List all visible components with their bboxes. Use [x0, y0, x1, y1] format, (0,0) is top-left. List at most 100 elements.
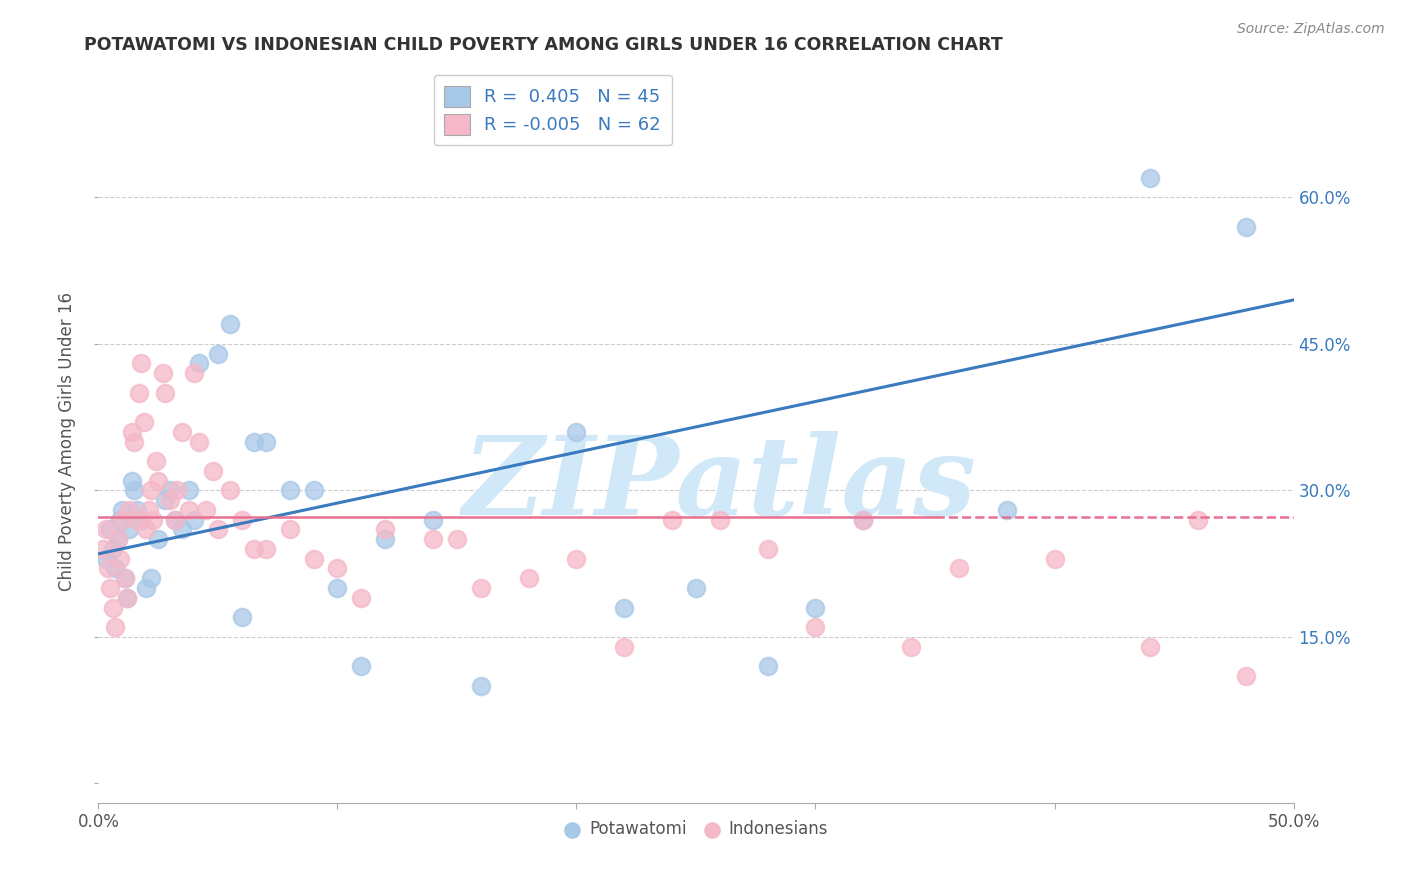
Point — [517, 571, 540, 585]
Point — [756, 659, 779, 673]
Point — [661, 513, 683, 527]
Point — [132, 415, 155, 429]
Point — [470, 581, 492, 595]
Point — [1043, 551, 1066, 566]
Point — [166, 483, 188, 498]
Point — [128, 385, 150, 400]
Point — [98, 581, 122, 595]
Point — [101, 541, 124, 556]
Point — [139, 571, 162, 585]
Point — [422, 513, 444, 527]
Point — [231, 610, 253, 624]
Point — [183, 366, 205, 380]
Point — [565, 551, 588, 566]
Point — [709, 513, 731, 527]
Point — [278, 523, 301, 537]
Point — [995, 503, 1018, 517]
Point — [195, 503, 218, 517]
Point — [124, 434, 146, 449]
Point — [179, 503, 201, 517]
Point — [121, 474, 143, 488]
Point — [115, 591, 138, 605]
Point — [1234, 669, 1257, 683]
Point — [104, 620, 127, 634]
Point — [900, 640, 922, 654]
Point — [121, 425, 143, 439]
Point — [159, 483, 181, 498]
Text: Source: ZipAtlas.com: Source: ZipAtlas.com — [1237, 22, 1385, 37]
Point — [152, 366, 174, 380]
Point — [91, 541, 114, 556]
Point — [179, 483, 201, 498]
Point — [159, 493, 181, 508]
Point — [613, 640, 636, 654]
Point — [172, 425, 194, 439]
Point — [187, 434, 209, 449]
Point — [163, 513, 186, 527]
Point — [207, 346, 229, 360]
Point — [302, 483, 325, 498]
Point — [685, 581, 707, 595]
Point — [202, 464, 225, 478]
Point — [97, 561, 120, 575]
Point — [148, 532, 170, 546]
Point — [231, 513, 253, 527]
Point — [243, 541, 266, 556]
Point — [183, 513, 205, 527]
Point — [115, 591, 138, 605]
Point — [565, 425, 588, 439]
Point — [155, 385, 177, 400]
Point — [125, 513, 148, 527]
Point — [374, 523, 396, 537]
Text: POTAWATOMI VS INDONESIAN CHILD POVERTY AMONG GIRLS UNDER 16 CORRELATION CHART: POTAWATOMI VS INDONESIAN CHILD POVERTY A… — [84, 36, 1002, 54]
Point — [1139, 640, 1161, 654]
Point — [155, 493, 177, 508]
Y-axis label: Child Poverty Among Girls Under 16: Child Poverty Among Girls Under 16 — [58, 292, 76, 591]
Point — [804, 600, 827, 615]
Point — [326, 581, 349, 595]
Point — [107, 532, 129, 546]
Point — [1139, 170, 1161, 185]
Point — [326, 561, 349, 575]
Point — [219, 318, 242, 332]
Point — [138, 503, 160, 517]
Point — [187, 356, 209, 370]
Point — [302, 551, 325, 566]
Point — [254, 434, 277, 449]
Point — [254, 541, 277, 556]
Point — [98, 523, 122, 537]
Point — [470, 679, 492, 693]
Text: ZIPatlas: ZIPatlas — [463, 431, 977, 539]
Point — [131, 513, 153, 527]
Point — [94, 523, 117, 537]
Point — [207, 523, 229, 537]
Point — [145, 454, 167, 468]
Point — [125, 503, 148, 517]
Point — [131, 356, 153, 370]
Point — [118, 523, 141, 537]
Point — [350, 659, 373, 673]
Point — [111, 513, 134, 527]
Point — [104, 561, 127, 575]
Point — [111, 503, 134, 517]
Point — [108, 513, 131, 527]
Point — [108, 551, 131, 566]
Point — [118, 503, 141, 517]
Point — [163, 513, 186, 527]
Point — [446, 532, 468, 546]
Point — [278, 483, 301, 498]
Point — [219, 483, 242, 498]
Point — [107, 532, 129, 546]
Point — [852, 513, 875, 527]
Point — [948, 561, 970, 575]
Point — [852, 513, 875, 527]
Point — [1187, 513, 1209, 527]
Point — [613, 600, 636, 615]
Point — [135, 523, 157, 537]
Point — [114, 571, 136, 585]
Point — [804, 620, 827, 634]
Point — [1234, 219, 1257, 234]
Point — [756, 541, 779, 556]
Point — [114, 571, 136, 585]
Point — [172, 523, 194, 537]
